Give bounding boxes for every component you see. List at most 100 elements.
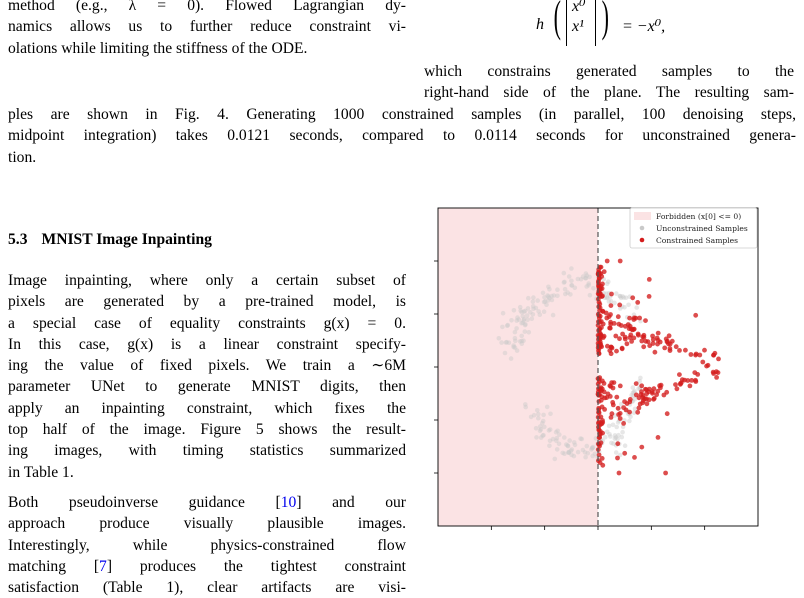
constrained-sample [669, 338, 675, 344]
unconstrained-sample [612, 436, 618, 441]
citation-link[interactable]: 7 [99, 557, 107, 575]
unconstrained-sample [540, 290, 546, 296]
unconstrained-sample [615, 436, 620, 442]
constrained-sample [608, 415, 614, 420]
constrained-sample [677, 348, 682, 353]
unconstrained-sample [518, 308, 523, 313]
legend-constrained-label: Constrained Samples [656, 236, 738, 245]
constrained-sample [596, 399, 602, 404]
unconstrained-sample [540, 421, 545, 426]
unconstrained-sample [585, 450, 591, 456]
constrained-sample [597, 330, 603, 336]
constrained-sample [596, 405, 602, 411]
constrained-sample [601, 389, 607, 395]
constrained-sample [689, 378, 695, 383]
unconstrained-sample [575, 276, 581, 282]
unconstrained-sample [537, 312, 543, 317]
unconstrained-sample [562, 279, 567, 285]
unconstrained-sample [587, 292, 593, 298]
unconstrained-sample [609, 440, 614, 446]
text-line: apply an inpainting constraint, which fi… [8, 399, 406, 417]
unconstrained-sample [513, 338, 518, 344]
constrained-sample [621, 405, 626, 410]
constrained-sample [621, 421, 626, 426]
constrained-sample [616, 470, 622, 476]
text-line: Both pseudoinverse guidance [10] and our [8, 494, 406, 511]
constrained-sample [658, 382, 664, 388]
unconstrained-sample [541, 432, 546, 438]
unconstrained-sample [628, 414, 633, 420]
constrained-sample [693, 351, 699, 357]
legend-forbidden-label: Forbidden (x[0] <= 0) [656, 212, 741, 221]
unconstrained-sample [506, 340, 512, 345]
text-line: midpoint integration) takes 0.0121 secon… [8, 127, 796, 145]
unconstrained-sample [584, 284, 589, 289]
unconstrained-sample [569, 447, 575, 452]
constrained-sample [620, 331, 625, 337]
unconstrained-sample [606, 299, 612, 304]
unconstrained-sample [569, 452, 574, 458]
constrained-sample [700, 359, 706, 365]
unconstrained-sample [590, 446, 595, 451]
unconstrained-sample [632, 396, 638, 402]
unconstrained-sample [627, 418, 632, 424]
constrained-sample [652, 349, 658, 355]
citation-link[interactable]: 10 [280, 494, 297, 511]
unconstrained-sample [536, 309, 541, 314]
unconstrained-sample [638, 375, 643, 381]
unconstrained-sample [542, 299, 548, 304]
constrained-sample [597, 460, 603, 465]
constrained-sample [597, 313, 603, 319]
unconstrained-sample [566, 450, 571, 455]
unconstrained-sample [556, 441, 562, 447]
unconstrained-sample [547, 287, 552, 292]
unconstrained-sample [537, 428, 543, 434]
unconstrained-sample [611, 441, 616, 446]
constrained-sample [655, 330, 661, 336]
unconstrained-sample [500, 310, 506, 316]
unconstrained-sample [541, 309, 547, 314]
unconstrained-sample [619, 434, 625, 440]
text-line: olations while limiting the stiffness of… [8, 39, 308, 57]
unconstrained-sample [528, 414, 534, 420]
unconstrained-sample [508, 356, 514, 361]
constrained-sample [614, 394, 620, 400]
right-column-paragraph: which constrains generated samples to th… [424, 61, 794, 104]
constrained-sample [627, 315, 632, 321]
unconstrained-sample [504, 323, 510, 328]
unconstrained-sample [590, 453, 595, 459]
unconstrained-sample [622, 305, 627, 310]
constrained-sample [693, 377, 698, 383]
unconstrained-sample [535, 408, 540, 413]
constrained-sample [638, 392, 644, 397]
constrained-sample [597, 276, 602, 281]
unconstrained-sample [607, 432, 612, 437]
section-title: MNIST Image Inpainting [41, 231, 212, 248]
unconstrained-sample [560, 450, 565, 456]
unconstrained-sample [613, 450, 619, 455]
constrained-sample [615, 441, 621, 447]
constrained-sample [683, 347, 688, 353]
unconstrained-sample [541, 412, 546, 418]
unconstrained-sample [613, 435, 619, 440]
unconstrained-sample [509, 318, 514, 323]
constrained-sample [640, 400, 645, 406]
constrained-sample [715, 370, 721, 375]
unconstrained-sample [534, 435, 539, 440]
unconstrained-sample [620, 424, 626, 430]
constrained-sample [693, 312, 699, 318]
unconstrained-sample [569, 283, 574, 288]
constrained-sample [664, 411, 670, 417]
unconstrained-sample [554, 447, 560, 452]
unconstrained-sample [605, 429, 610, 435]
constrained-sample [647, 386, 652, 392]
constrained-sample [641, 332, 647, 338]
unconstrained-sample [517, 304, 523, 310]
constrained-sample [610, 400, 616, 405]
text-line: parameter UNet to generate MNIST digits,… [8, 378, 406, 396]
constrained-sample [618, 323, 624, 328]
constrained-sample [639, 338, 645, 344]
legend-constrained-marker [639, 237, 645, 243]
unconstrained-sample [610, 422, 616, 428]
constrained-sample [644, 401, 650, 407]
